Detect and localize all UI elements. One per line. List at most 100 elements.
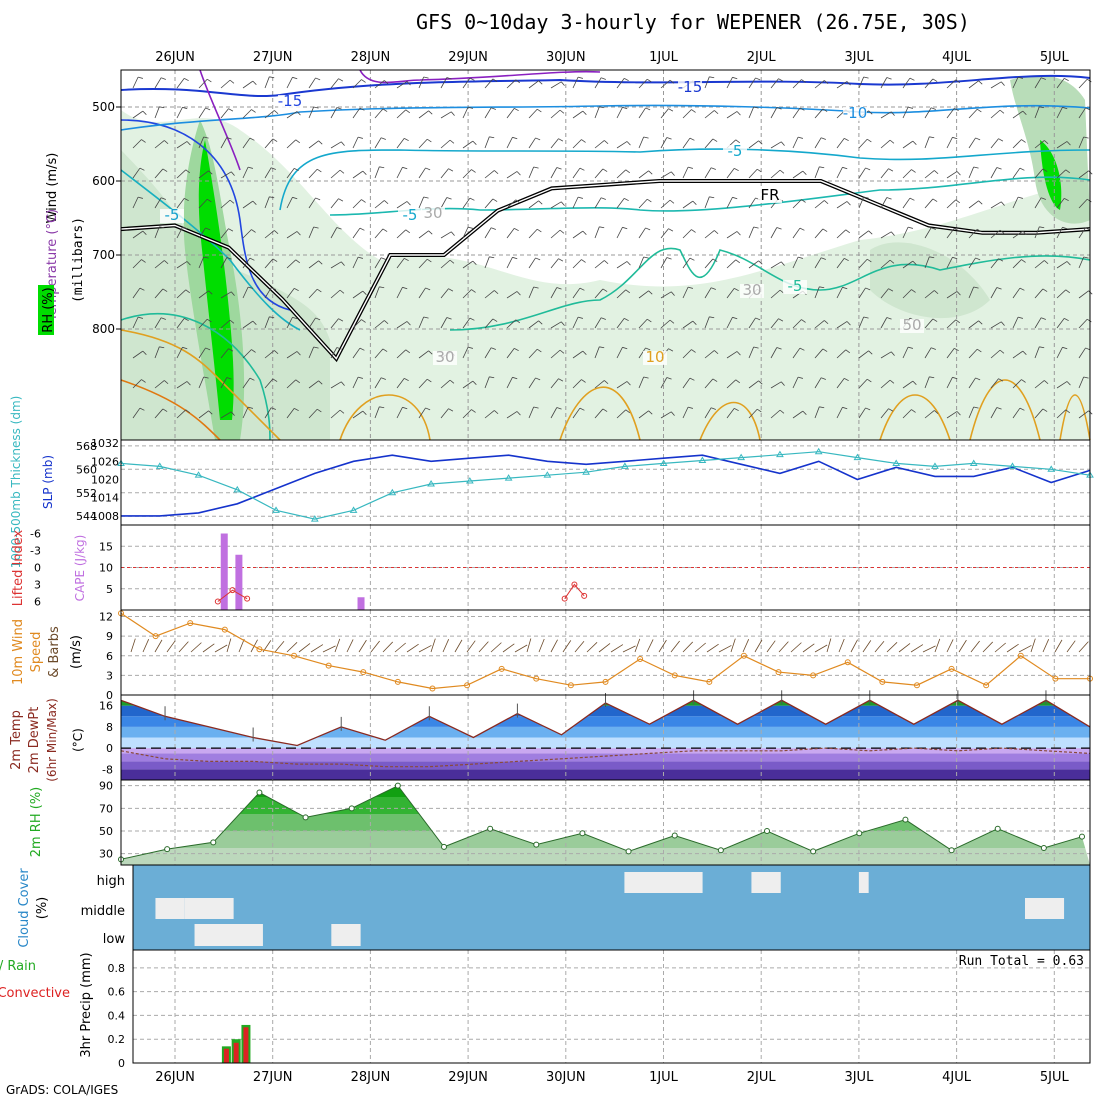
wind-barb-flag (230, 171, 235, 176)
wind-barb (220, 171, 232, 179)
thickness-line (120, 451, 1091, 520)
wind-barb-flag (822, 348, 828, 352)
wind-barb-10m (394, 642, 406, 653)
wind-barb-flag (252, 320, 257, 325)
wind-barb (198, 170, 209, 179)
wind-barb-flag (318, 380, 323, 385)
wind-barb-flag (292, 76, 298, 80)
wind-barb-flag (359, 227, 365, 231)
wind-barb (814, 166, 820, 179)
wind-barb (418, 287, 426, 299)
ylabel-cloud-a: Cloud Cover (17, 868, 32, 948)
wind-barb (726, 259, 737, 269)
wind-speed-marker (221, 626, 228, 633)
wind-barb (726, 317, 733, 329)
wind-barb-flag (425, 167, 431, 171)
wind-barb-flag (776, 227, 782, 230)
wind-barb (176, 78, 185, 89)
temp-band (121, 716, 1090, 727)
wind-barb-flag (184, 78, 189, 82)
wind-barb-flag (182, 106, 188, 110)
wind-speed-marker (291, 652, 298, 659)
wind-barb-flag (428, 350, 433, 355)
wind-barb (682, 229, 692, 239)
wind-barb (506, 199, 517, 209)
y-tick-label-cape: 10 (99, 562, 113, 575)
wind-barb-flag (313, 226, 319, 229)
wind-barb (572, 110, 584, 119)
wind-barb (1034, 226, 1040, 239)
wind-barb-flag (709, 76, 715, 79)
legend-convective: Convective (0, 986, 70, 1001)
wind-barb (418, 378, 428, 389)
wind-barb-flag (952, 256, 958, 260)
rh-marker (671, 832, 678, 839)
wind-barb-flag (533, 286, 539, 289)
wind-barb (418, 350, 429, 359)
wind-barb (638, 198, 648, 209)
x-tick-label-top: 3JUL (844, 50, 874, 65)
wind-barb-flag (516, 411, 521, 416)
x-tick-label-top: 2JUL (747, 50, 777, 65)
wind-barb-10m (802, 643, 815, 653)
wind-barb (264, 316, 270, 329)
wind-barb-flag (491, 107, 496, 110)
wind-barb (880, 111, 892, 119)
wind-barb (814, 406, 820, 419)
wind-barb-flag (423, 196, 429, 199)
wind-barb (352, 290, 364, 299)
wind-barb (396, 138, 405, 149)
wind-barb (1012, 379, 1022, 389)
ylabel-cape: CAPE (J/kg) (73, 535, 87, 602)
wind-barb-flag (932, 198, 938, 202)
rh-marker (1079, 833, 1085, 840)
wind-barb-flag (536, 348, 542, 353)
wind-barb-10m (622, 645, 636, 653)
wind-barb-flag (646, 318, 652, 323)
wind-barb (176, 107, 183, 119)
wind-barb (682, 406, 689, 419)
wind-barb (770, 141, 782, 149)
temp-contour-minus5-west (120, 169, 301, 331)
wind-barb-flag (929, 376, 935, 379)
wind-barb-flag (318, 140, 323, 145)
contour-label-bg (160, 209, 184, 223)
wind-barb (660, 108, 669, 119)
wind-barb-flag (802, 410, 807, 415)
wind-barb (924, 347, 932, 359)
wind-barb (220, 348, 229, 359)
wind-barb-flag (909, 197, 915, 201)
wind-barb (528, 228, 538, 239)
ylabel-rh: RH (%) (41, 287, 56, 332)
wind-barb-flag (339, 289, 345, 294)
contour-label: -5 (403, 206, 418, 224)
wind-barb (704, 316, 710, 329)
wind-barb (638, 256, 645, 269)
wind-barb-flag (602, 288, 608, 292)
wind-barb-flag (292, 196, 298, 200)
wind-barb (330, 198, 339, 209)
wind-barb (154, 317, 162, 329)
wind-barb-flag (252, 80, 257, 85)
wind-barb (704, 230, 715, 239)
wind-barb-flag (863, 316, 869, 319)
wind-barb-flag (998, 138, 1004, 142)
y-tick-label-precip: 0.8 (108, 962, 126, 975)
wind-barb-flag (362, 290, 367, 295)
wind-barb-flag (184, 318, 189, 322)
wind-barb-flag (931, 227, 936, 230)
wind-barb (154, 226, 160, 239)
x-tick-label-bottom: 5JUL (1040, 1070, 1070, 1085)
wind-barb-10m (1018, 645, 1032, 653)
wind-barb (1056, 198, 1065, 209)
wind-barb-flag (185, 409, 191, 414)
wind-barb-10m (238, 638, 245, 653)
wind-barb (308, 408, 318, 419)
ylabel-temp-a: 2m Temp (9, 710, 24, 770)
wind-barb (440, 231, 452, 239)
thickness-marker (543, 471, 552, 478)
wind-barb-flag (448, 408, 454, 412)
wind-barb (132, 316, 139, 329)
wind-barb-10m (1042, 639, 1050, 653)
